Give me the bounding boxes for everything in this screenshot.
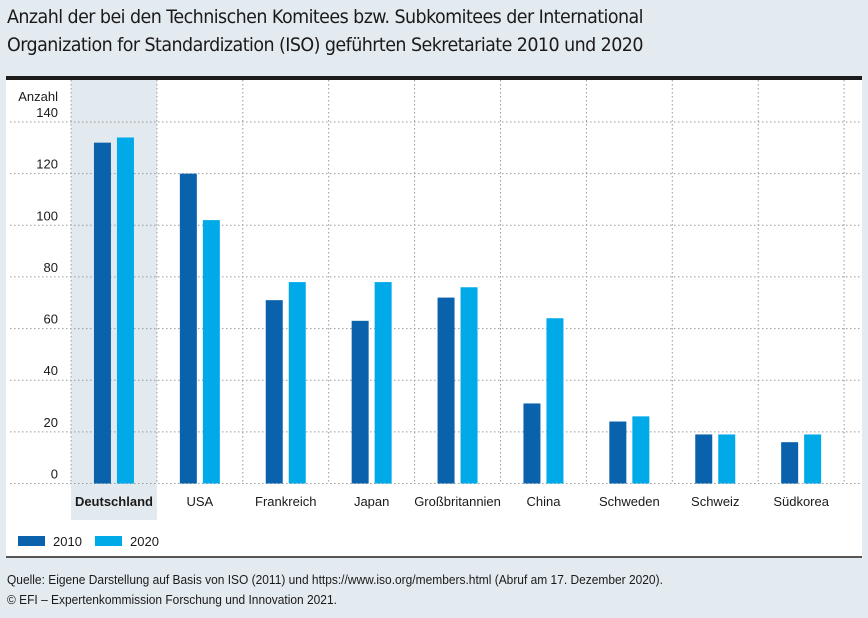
bar-2020-schweden bbox=[632, 416, 650, 484]
bar-2010-deutschland bbox=[93, 142, 111, 484]
bar-2010-schweden bbox=[609, 421, 627, 484]
bar-2010-südkorea bbox=[781, 442, 799, 484]
legend: 2010 2020 bbox=[18, 534, 159, 549]
grid-lines bbox=[10, 80, 860, 484]
legend-label-2010: 2010 bbox=[53, 534, 82, 549]
x-tick-label: Schweiz bbox=[691, 494, 739, 509]
bar-2020-china bbox=[546, 318, 564, 484]
bar-2020-japan bbox=[374, 282, 392, 484]
bar-2020-schweiz bbox=[718, 434, 736, 484]
highlight-band bbox=[71, 80, 157, 520]
bar-2020-großbritannien bbox=[460, 287, 478, 484]
x-tick-label: China bbox=[526, 494, 561, 509]
bar-2010-usa bbox=[179, 173, 197, 484]
bar-2020-deutschland bbox=[116, 137, 134, 484]
legend-label-2020: 2020 bbox=[130, 534, 159, 549]
y-tick-label: 60 bbox=[44, 312, 58, 327]
y-axis-label: Anzahl bbox=[18, 89, 58, 104]
x-tick-label: Großbritannien bbox=[414, 494, 501, 509]
bar-2010-frankreich bbox=[265, 300, 283, 484]
x-tick-label: Frankreich bbox=[255, 494, 316, 509]
chart-title: Anzahl der bei den Technischen Komitees … bbox=[7, 3, 644, 59]
y-tick-label: 140 bbox=[36, 105, 58, 120]
copyright-note: © EFI – Expertenkommission Forschung und… bbox=[7, 592, 337, 607]
bar-2020-usa bbox=[202, 220, 220, 484]
chart-title-line-1: Anzahl der bei den Technischen Komitees … bbox=[7, 6, 644, 28]
y-tick-label: 20 bbox=[44, 415, 58, 430]
x-tick-label: Japan bbox=[354, 494, 389, 509]
source-note: Quelle: Eigene Darstellung auf Basis von… bbox=[7, 572, 663, 587]
x-axis-labels: Deutschland USA Frankreich Japan Großbritann… bbox=[75, 494, 830, 509]
x-tick-label: USA bbox=[186, 494, 213, 509]
bar-2020-südkorea bbox=[804, 434, 822, 484]
bar-2010-china bbox=[523, 403, 541, 484]
bar-2010-schweiz bbox=[695, 434, 713, 484]
legend-swatch-2020 bbox=[95, 536, 122, 546]
y-tick-label: 100 bbox=[36, 208, 58, 223]
bar-2010-japan bbox=[351, 320, 369, 484]
y-tick-label: 0 bbox=[51, 467, 58, 482]
footer: Quelle: Eigene Darstellung auf Basis von… bbox=[7, 570, 663, 610]
y-axis-ticks: 0 20 40 60 80 100 120 140 bbox=[36, 105, 58, 482]
y-tick-label: 120 bbox=[36, 157, 58, 172]
x-tick-label: Schweden bbox=[599, 494, 660, 509]
bars bbox=[93, 137, 822, 484]
bar-2010-großbritannien bbox=[437, 297, 455, 484]
y-tick-label: 40 bbox=[44, 363, 58, 378]
y-tick-label: 80 bbox=[44, 260, 58, 275]
chart-title-line-2: Organization for Standardization (ISO) g… bbox=[7, 34, 644, 56]
bar-2020-frankreich bbox=[288, 282, 306, 484]
x-tick-label: Südkorea bbox=[773, 494, 829, 509]
x-tick-label: Deutschland bbox=[75, 494, 153, 509]
legend-swatch-2010 bbox=[18, 536, 45, 546]
